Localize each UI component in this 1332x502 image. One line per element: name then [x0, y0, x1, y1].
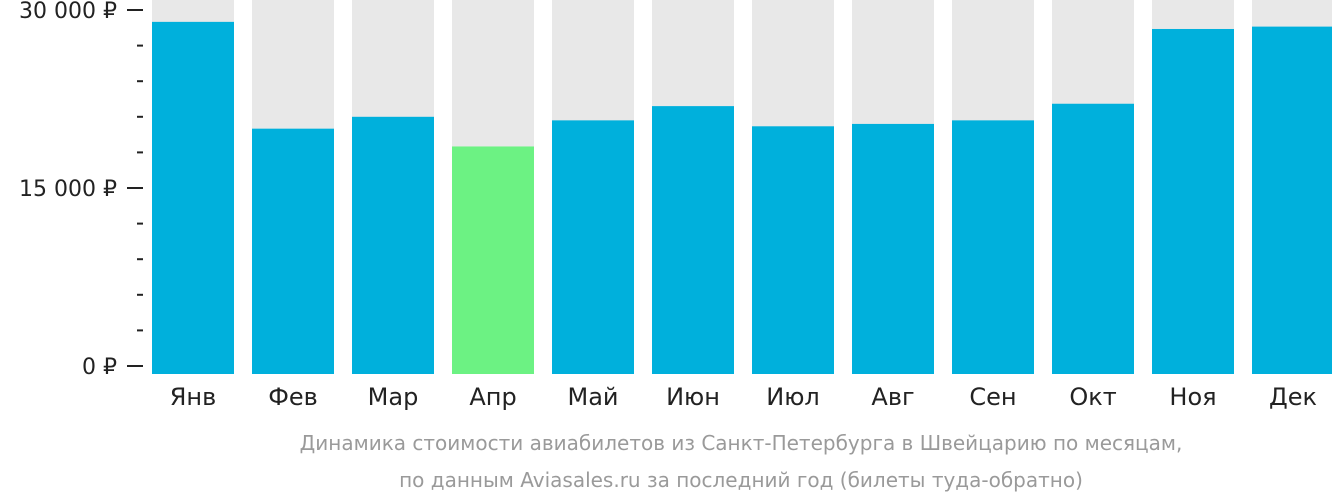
x-tick-label-month-4: Апр — [469, 383, 516, 411]
x-tick-label-month-9: Сен — [969, 383, 1016, 411]
x-tick-label-month-11: Ноя — [1169, 383, 1216, 411]
bar-month-3[interactable] — [352, 116, 434, 375]
y-tick-label-15000: 15 000 ₽ — [19, 177, 117, 202]
caption-line-1: Динамика стоимости авиабилетов из Санкт-… — [299, 431, 1183, 455]
x-tick-label-month-12: Дек — [1269, 383, 1317, 411]
x-tick-label-month-8: Авг — [871, 383, 914, 411]
x-tick-label-month-6: Июн — [666, 383, 720, 411]
bar-month-9[interactable] — [952, 120, 1034, 374]
x-tick-label-month-5: Май — [567, 383, 618, 411]
bar-month-5[interactable] — [552, 120, 634, 374]
bar-month-10[interactable] — [1052, 103, 1134, 374]
caption-line-2: по данным Aviasales.ru за последний год … — [399, 468, 1083, 492]
x-axis-labels: Янв Фев Мар Апр Май Июн Июл Авг Сен Окт Ноя Дек — [170, 383, 1317, 411]
y-axis: 0 ₽ 15 000 ₽ 30 000 ₽ — [19, 0, 143, 380]
bar-month-8[interactable] — [852, 123, 934, 374]
bar-month-1[interactable] — [152, 21, 234, 374]
bar-month-12[interactable] — [1252, 26, 1332, 374]
y-tick-label-30000: 30 000 ₽ — [19, 0, 117, 24]
x-tick-label-month-1: Янв — [170, 383, 217, 411]
x-tick-label-month-2: Фев — [268, 383, 318, 411]
y-tick-label-0: 0 ₽ — [82, 355, 117, 380]
x-tick-label-month-3: Мар — [368, 383, 419, 411]
x-tick-label-month-10: Окт — [1069, 383, 1116, 411]
bar-month-7[interactable] — [752, 126, 834, 374]
bar-month-4[interactable] — [452, 146, 534, 374]
x-tick-label-month-7: Июл — [766, 383, 820, 411]
bar-month-2[interactable] — [252, 128, 334, 374]
bar-month-6[interactable] — [652, 106, 734, 375]
bar-month-11[interactable] — [1152, 28, 1234, 375]
bars — [152, 21, 1332, 375]
